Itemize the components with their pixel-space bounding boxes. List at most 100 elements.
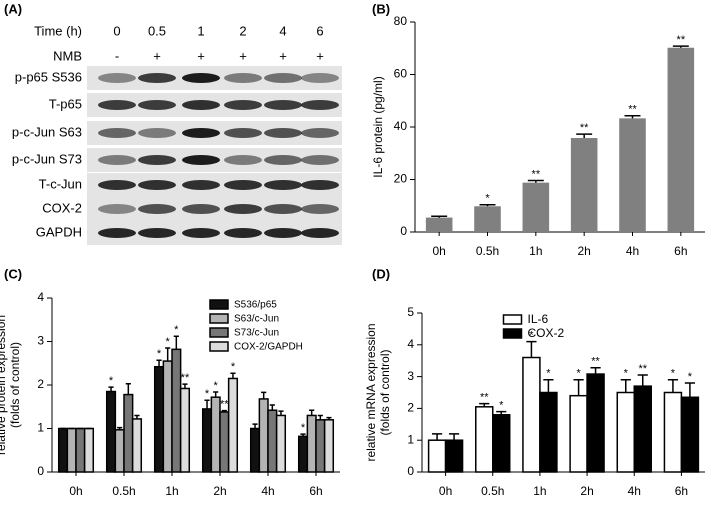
time-value: 0.5 bbox=[148, 23, 166, 38]
x-tick-label: 0h bbox=[439, 484, 452, 498]
significance-label: * bbox=[109, 375, 114, 387]
error-bar bbox=[252, 423, 258, 429]
blot-band bbox=[224, 100, 262, 110]
bar bbox=[275, 414, 287, 473]
legend-swatch bbox=[209, 327, 229, 338]
error-bar bbox=[573, 379, 584, 396]
error-bar bbox=[230, 372, 236, 379]
bar bbox=[219, 411, 230, 473]
error-bar bbox=[637, 374, 648, 387]
blot-band bbox=[301, 128, 339, 138]
blot-band bbox=[264, 180, 302, 190]
x-tick-label: 6h bbox=[675, 484, 688, 498]
blot-band bbox=[224, 228, 262, 238]
bar bbox=[474, 206, 501, 232]
bar bbox=[680, 396, 700, 473]
x-tick-label: 1h bbox=[165, 484, 178, 498]
blot-band bbox=[301, 180, 339, 190]
bar bbox=[492, 414, 511, 473]
panel-label: (A) bbox=[4, 1, 22, 16]
x-tick-label: 0.5h bbox=[481, 484, 504, 498]
x-tick-label: 0.5h bbox=[476, 244, 499, 258]
bar bbox=[425, 217, 453, 232]
bar bbox=[522, 182, 550, 232]
y-tick-label: 60 bbox=[394, 67, 408, 81]
bar bbox=[475, 406, 494, 473]
error-bar bbox=[431, 215, 448, 218]
time-value: 6 bbox=[316, 23, 323, 38]
x-tick-label: 6h bbox=[309, 484, 322, 498]
blot-band bbox=[182, 228, 220, 238]
blot-band bbox=[98, 228, 136, 238]
bar bbox=[153, 365, 165, 473]
error-bar bbox=[173, 335, 179, 350]
error-bar bbox=[204, 399, 210, 409]
legend-swatch bbox=[209, 299, 229, 310]
blot-band bbox=[98, 155, 136, 165]
error-bar bbox=[221, 409, 227, 412]
nmb-value: + bbox=[316, 48, 324, 63]
significance-label: ** bbox=[591, 356, 600, 368]
significance-label: ** bbox=[220, 399, 229, 411]
bar bbox=[105, 390, 117, 473]
error-bar bbox=[431, 433, 443, 441]
nmb-value: + bbox=[197, 48, 205, 63]
x-tick-label: 1h bbox=[533, 484, 546, 498]
y-tick-label: 0 bbox=[407, 464, 414, 478]
bar bbox=[83, 427, 95, 473]
significance-label: * bbox=[499, 399, 504, 411]
x-tick-label: 1h bbox=[529, 244, 542, 258]
nmb-value: - bbox=[115, 48, 119, 63]
legend-label: COX-2 bbox=[528, 326, 565, 340]
error-bar bbox=[527, 179, 544, 183]
panel-label: (D) bbox=[372, 266, 390, 281]
bar bbox=[663, 391, 683, 473]
significance-label: ** bbox=[638, 363, 647, 375]
y-tick-label: 2 bbox=[407, 401, 414, 415]
error-bar bbox=[684, 382, 696, 398]
significance-label: * bbox=[174, 324, 179, 336]
error-bar bbox=[590, 366, 601, 375]
time-value: 0 bbox=[113, 23, 120, 38]
x-tick-label: 4h bbox=[628, 484, 641, 498]
blot-band bbox=[138, 155, 176, 165]
bar bbox=[227, 377, 239, 473]
significance-label: ** bbox=[628, 104, 637, 116]
legend-label: S536/p65 bbox=[234, 300, 277, 311]
error-bar bbox=[261, 391, 267, 399]
significance-label: * bbox=[485, 193, 490, 205]
bar bbox=[179, 387, 191, 473]
y-tick-label: 1 bbox=[407, 432, 414, 446]
significance-label: ** bbox=[677, 34, 686, 46]
blot-band bbox=[182, 204, 220, 214]
error-bar bbox=[213, 391, 219, 398]
legend-swatch bbox=[502, 328, 523, 339]
y-tick-label: 0 bbox=[400, 224, 407, 238]
blot-band bbox=[182, 128, 220, 138]
error-bar bbox=[125, 382, 131, 395]
legend-swatch bbox=[209, 341, 229, 352]
blot-row-label: p-p65 S536 bbox=[15, 69, 82, 84]
y-tick-label: 2 bbox=[37, 377, 44, 391]
y-tick-label: 80 bbox=[394, 14, 408, 28]
blot-band bbox=[224, 155, 262, 165]
x-tick-label: 4h bbox=[261, 484, 274, 498]
x-tick-label: 4h bbox=[626, 244, 639, 258]
bar bbox=[66, 427, 77, 473]
significance-label: * bbox=[205, 388, 210, 400]
time-label: Time (h) bbox=[34, 23, 82, 38]
nmb-value: + bbox=[153, 48, 161, 63]
bar bbox=[249, 427, 261, 473]
bar bbox=[306, 414, 317, 473]
blot-band bbox=[264, 228, 302, 238]
bar bbox=[171, 348, 182, 473]
bar bbox=[201, 408, 213, 473]
blot-band bbox=[98, 100, 136, 110]
significance-label: ** bbox=[580, 122, 589, 134]
blot-row-label: T-p65 bbox=[49, 96, 82, 111]
x-tick-label: 0h bbox=[432, 244, 445, 258]
blot-band bbox=[182, 155, 220, 165]
bar bbox=[75, 427, 86, 473]
error-bar bbox=[543, 379, 554, 393]
